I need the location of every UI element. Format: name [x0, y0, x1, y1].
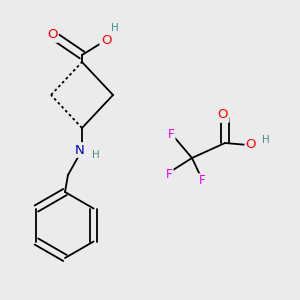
Text: O: O [218, 109, 228, 122]
Text: F: F [166, 167, 172, 181]
Text: O: O [47, 28, 57, 41]
Text: H: H [262, 135, 270, 145]
Text: H: H [92, 150, 100, 160]
Text: N: N [75, 143, 85, 157]
Text: H: H [111, 23, 119, 33]
Text: F: F [168, 128, 174, 142]
Text: O: O [101, 34, 111, 46]
Text: F: F [199, 175, 205, 188]
Text: O: O [246, 139, 256, 152]
